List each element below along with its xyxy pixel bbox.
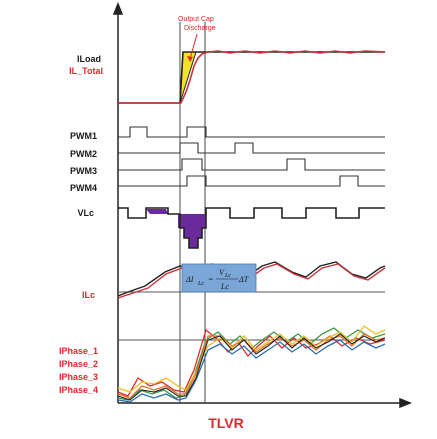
- iphase-waveforms: [117, 325, 386, 403]
- vlc-purple-dip-1: [146, 209, 168, 214]
- annotation-arrow: [189, 33, 198, 60]
- pwm4-trace: [118, 175, 385, 187]
- iphase-trace-blue: [117, 339, 386, 403]
- pwm3-trace: [118, 158, 385, 171]
- formula-lhs: ΔI: [185, 275, 194, 284]
- label-iphase-2: IPhase_2: [59, 359, 98, 369]
- vlc-purple-dip-2: [178, 214, 206, 248]
- formula-tail: ΔT: [238, 275, 249, 284]
- x-axis-arrow: [399, 397, 413, 409]
- iphase-trace-black: [117, 333, 386, 401]
- il-total-trace: [118, 50, 386, 104]
- pwm-waveforms: [118, 126, 385, 187]
- formula-den: Lc: [220, 282, 229, 291]
- pwm2-trace: [118, 142, 385, 154]
- label-iphase-4: IPhase_4: [59, 385, 98, 395]
- diagram-caption: TLVR: [208, 415, 244, 431]
- vlc-waveform: [118, 207, 385, 249]
- pwm1-trace: [118, 126, 385, 138]
- formula-num: V: [219, 268, 225, 277]
- ilc-waveform: ΔI Lc = V Lc Lc ΔT: [117, 261, 386, 299]
- iload-waveform: [118, 50, 386, 104]
- annotation-arrowhead: [187, 56, 193, 62]
- ilc-formula: ΔI Lc = V Lc Lc ΔT: [185, 268, 249, 291]
- label-pwm1: PWM1: [70, 131, 97, 141]
- event-markers: [179, 22, 206, 403]
- annotation-line-1: Output Cap: [178, 16, 214, 23]
- iphase-trace-yellow: [117, 325, 386, 393]
- label-il-total: IL_Total: [69, 66, 103, 76]
- formula-num-sub: Lc: [224, 273, 231, 279]
- formula-equals: =: [208, 275, 213, 284]
- annotation-line-2: Discharge: [184, 25, 216, 32]
- label-pwm2: PWM2: [70, 149, 97, 159]
- y-axis-arrow: [112, 1, 124, 15]
- formula-box: [181, 263, 257, 293]
- signal-labels: ILoad IL_Total PWM1 PWM2 PWM3 PWM4 VLc I…: [59, 54, 103, 395]
- reference-lines: [118, 291, 385, 341]
- axes: [112, 1, 413, 409]
- output-cap-annotation: Output Cap Discharge: [178, 16, 216, 62]
- label-vlc: VLc: [77, 208, 94, 218]
- ilc-trace-red: [117, 263, 386, 299]
- label-iphase-3: IPhase_3: [59, 372, 98, 382]
- label-iload: ILoad: [77, 54, 101, 64]
- label-ilc: ILc: [82, 290, 95, 300]
- label-pwm4: PWM4: [70, 183, 97, 193]
- vlc-trace: [118, 207, 385, 249]
- label-iphase-1: IPhase_1: [59, 346, 98, 356]
- iload-trace: [118, 51, 385, 104]
- iphase-trace-orange: [117, 333, 386, 399]
- iphase-trace-red: [117, 328, 386, 397]
- label-pwm3: PWM3: [70, 166, 97, 176]
- formula-lhs-sub: Lc: [197, 281, 204, 287]
